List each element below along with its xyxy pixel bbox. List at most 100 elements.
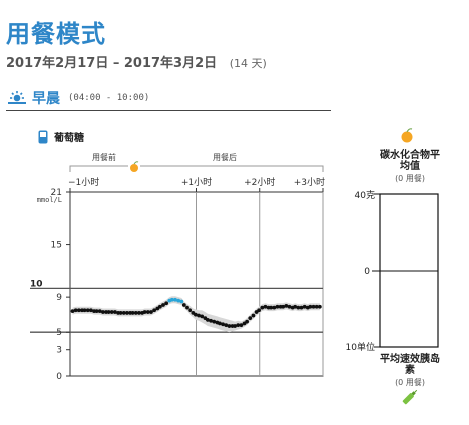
glucose-point (317, 304, 322, 309)
glucose-label: 葡萄糖 (54, 133, 84, 144)
apple-icon (401, 128, 413, 143)
glucose-point (100, 310, 105, 314)
glucose-point (248, 316, 253, 321)
date-range-text: 2017年2月17日 – 2017年3月2日 (6, 56, 218, 71)
panel-bottom-label: 10单位 (346, 341, 375, 353)
y-target-label: 10 (30, 279, 43, 289)
glucose-point (308, 304, 313, 309)
period-time: (04:00 - 10:00) (68, 93, 150, 103)
meter-icon (38, 130, 48, 143)
glucose-point (209, 318, 213, 323)
glucose-point (272, 305, 277, 310)
glucose-point (287, 304, 292, 309)
apple-icon (130, 161, 139, 172)
glucose-point (302, 304, 307, 309)
x-tick-label: +2小时 (244, 176, 275, 188)
glucose-point (169, 297, 174, 302)
insulin-title: 平均速效胰岛 素 (360, 354, 460, 376)
glucose-point (296, 305, 301, 310)
glucose-point (193, 312, 198, 317)
glucose-point (200, 314, 205, 319)
glucose-point (70, 309, 75, 314)
glucose-point (179, 299, 184, 304)
glucose-point (218, 321, 222, 326)
glucose-point (73, 308, 78, 313)
glucose-point (106, 310, 111, 314)
insulin-meal-count: (0 用餐) (395, 378, 425, 387)
glucose-point (260, 305, 265, 310)
glucose-point (251, 313, 256, 318)
x-tick-label: +3小时 (294, 176, 325, 188)
glucose-point (205, 318, 210, 322)
insulin-title-line1: 平均速效胰岛 (380, 354, 440, 365)
y-tick-label: 3 (56, 346, 62, 356)
glucose-point (88, 308, 93, 313)
glucose-point (257, 308, 262, 313)
y-tick-label: 9 (56, 293, 62, 303)
glucose-point (263, 304, 268, 309)
carb-title: 碳水化合物平 均值 (360, 150, 460, 172)
glucose-point (311, 304, 316, 309)
period-header: 早晨 (04:00 - 10:00) (8, 88, 149, 108)
glucose-point (149, 310, 153, 314)
y-axis-unit: mmol/L (37, 196, 62, 204)
y-tick-label: 21 (51, 188, 62, 198)
glucose-point (299, 305, 304, 310)
glucose-point (125, 311, 129, 315)
glucose-point (185, 305, 189, 310)
glucose-point (239, 323, 244, 328)
glucose-point (275, 304, 280, 309)
glucose-point (221, 322, 225, 327)
glucose-point (157, 304, 162, 309)
glucose-point (145, 310, 150, 314)
period-divider (6, 110, 331, 111)
carb-meal-count: (0 用餐) (395, 174, 425, 183)
glucose-point (121, 311, 126, 315)
meal-after-label: 用餐后 (213, 152, 237, 162)
glucose-point (133, 311, 138, 315)
glucose-point (94, 309, 99, 314)
insulin-title-line2: 素 (405, 365, 415, 376)
glucose-point (176, 298, 181, 303)
glucose-point (314, 304, 319, 309)
glucose-point (227, 324, 232, 328)
meal-before-label: 用餐前 (92, 152, 116, 162)
carb-title-line1: 碳水化合物平 (380, 150, 440, 161)
y-tick-label: 15 (51, 241, 62, 251)
insulin-pen-icon (402, 389, 418, 405)
glucose-point (173, 297, 177, 302)
glucose-point (281, 304, 286, 309)
glucose-point (181, 303, 186, 307)
glucose-point (233, 324, 237, 328)
glucose-point (76, 308, 81, 313)
meal-bracket: 用餐前 用餐后 (69, 152, 324, 172)
day-count: (14 天) (229, 57, 267, 70)
panel-zero-label: 0 (364, 267, 370, 277)
glucose-point (245, 319, 250, 324)
date-range: 2017年2月17日 – 2017年3月2日 (14 天) (6, 52, 267, 71)
glucose-point (269, 305, 274, 310)
glucose-point (197, 313, 201, 318)
glucose-point (164, 301, 169, 306)
sunrise-icon (8, 91, 26, 104)
y-tick-label: 0 (56, 372, 62, 382)
glucose-point (113, 310, 117, 314)
carb-title-line2: 均值 (400, 161, 420, 172)
x-tick-label: +1小时 (181, 176, 212, 188)
glucose-point (188, 308, 193, 313)
glucose-point (97, 309, 102, 314)
glucose-point (130, 311, 135, 315)
glucose-point (224, 323, 229, 328)
glucose-point (137, 311, 141, 315)
glucose-point (142, 310, 147, 314)
glucose-point (109, 310, 114, 314)
glucose-point (284, 304, 289, 308)
glucose-point (152, 308, 157, 313)
glucose-point (212, 319, 217, 324)
glucose-point (118, 311, 123, 315)
x-tick-label: −1小时 (68, 176, 99, 188)
y-tick-label: 5 (56, 328, 62, 338)
glucose-point (293, 304, 298, 309)
glucose-point (82, 308, 87, 313)
glucose-point (85, 308, 90, 313)
